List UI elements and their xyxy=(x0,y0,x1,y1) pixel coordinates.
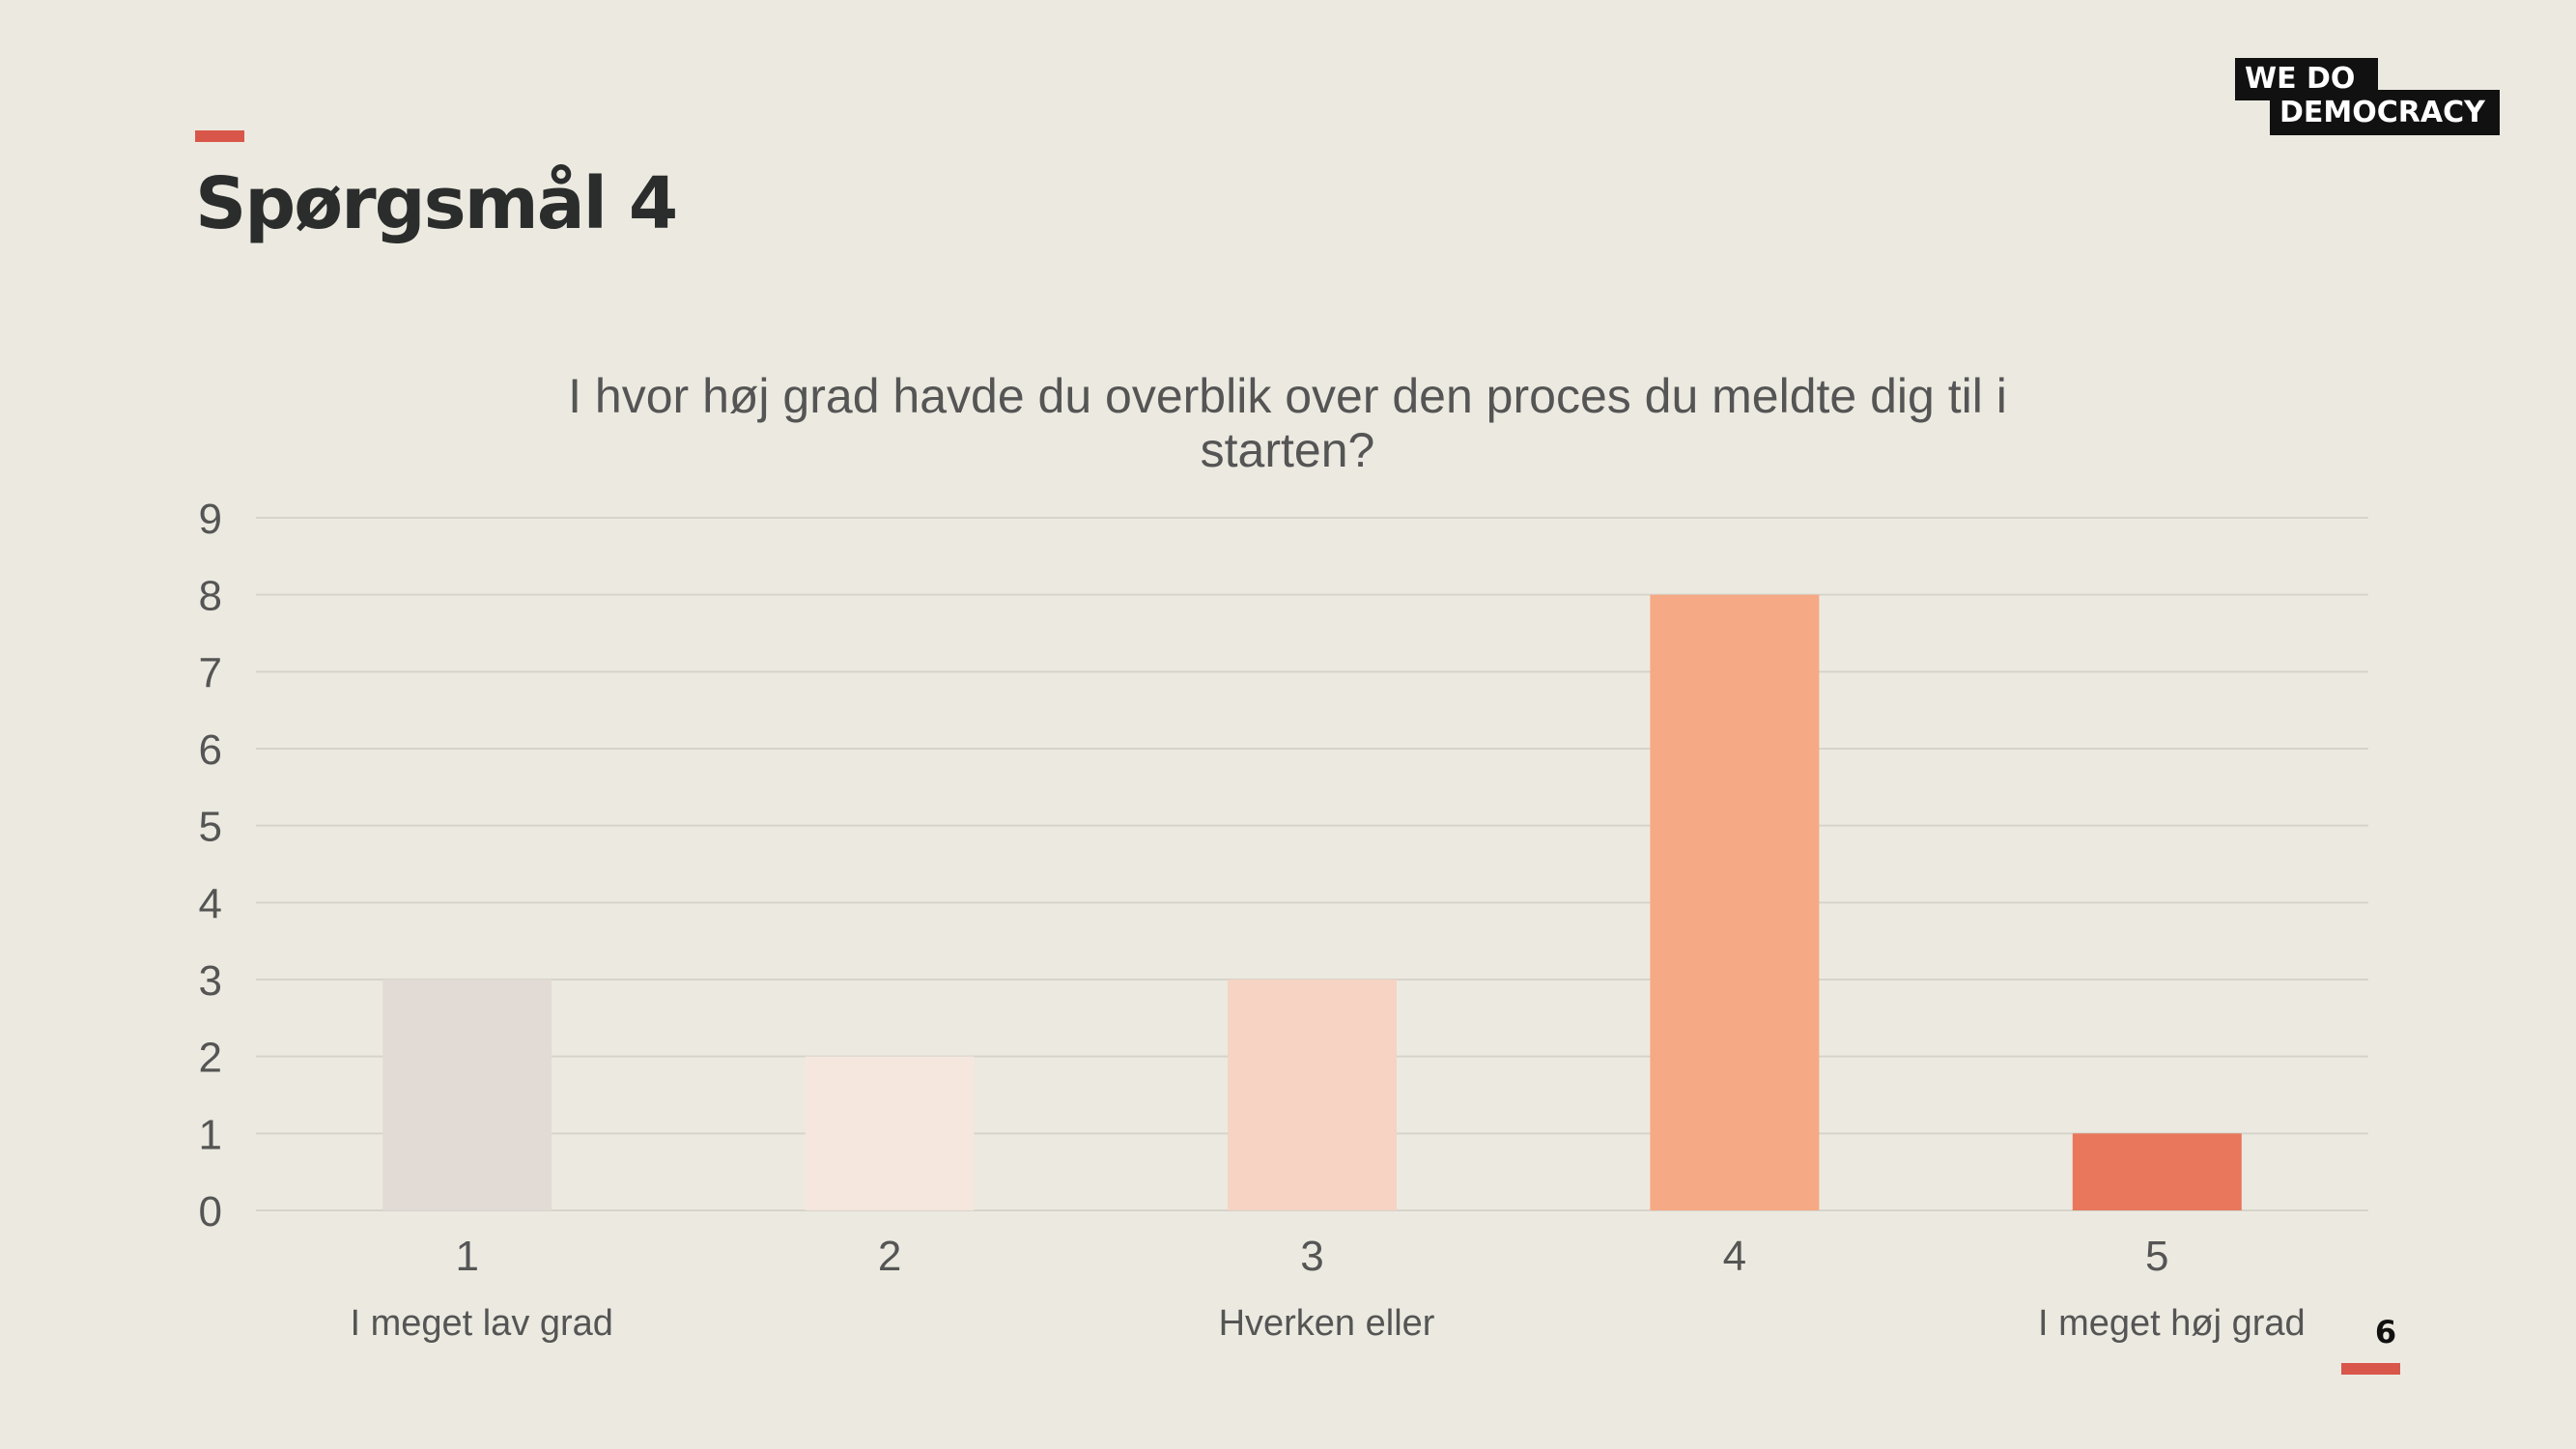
chart-title-line: starten? xyxy=(1201,423,1375,477)
y-tick-label: 4 xyxy=(199,880,222,927)
bar xyxy=(2072,1133,2242,1210)
x-tick-label: 1 xyxy=(455,1233,478,1280)
y-tick-label: 3 xyxy=(199,957,222,1005)
y-tick-label: 6 xyxy=(199,726,222,774)
x-category-sublabel: I meget lav grad xyxy=(350,1303,612,1344)
page-number: 6 xyxy=(2374,1314,2397,1350)
bar xyxy=(805,1056,975,1210)
x-tick-label: 5 xyxy=(2145,1233,2168,1280)
logo-line-2: DEMOCRACY xyxy=(2270,90,2500,135)
bar xyxy=(1650,594,1820,1210)
top-accent-bar xyxy=(195,130,244,142)
y-tick-label: 9 xyxy=(199,496,222,543)
x-category-sublabel: I meget høj grad xyxy=(2038,1303,2306,1344)
bar xyxy=(1228,980,1397,1210)
x-tick-label: 2 xyxy=(878,1233,901,1280)
y-tick-label: 5 xyxy=(199,804,222,851)
y-tick-label: 0 xyxy=(199,1188,222,1236)
y-tick-label: 1 xyxy=(199,1111,222,1158)
y-tick-label: 7 xyxy=(199,649,222,696)
chart-title-line: I hvor høj grad havde du overblik over d… xyxy=(568,369,2007,423)
x-category-sublabel: Hverken eller xyxy=(1219,1303,1435,1344)
x-tick-label: 4 xyxy=(1723,1233,1746,1280)
x-tick-label: 3 xyxy=(1300,1233,1323,1280)
bar xyxy=(382,980,552,1210)
y-tick-label: 8 xyxy=(199,573,222,620)
bottom-accent-bar xyxy=(2341,1363,2400,1375)
y-tick-label: 2 xyxy=(199,1035,222,1082)
slide-title: Spørgsmål 4 xyxy=(195,162,678,245)
